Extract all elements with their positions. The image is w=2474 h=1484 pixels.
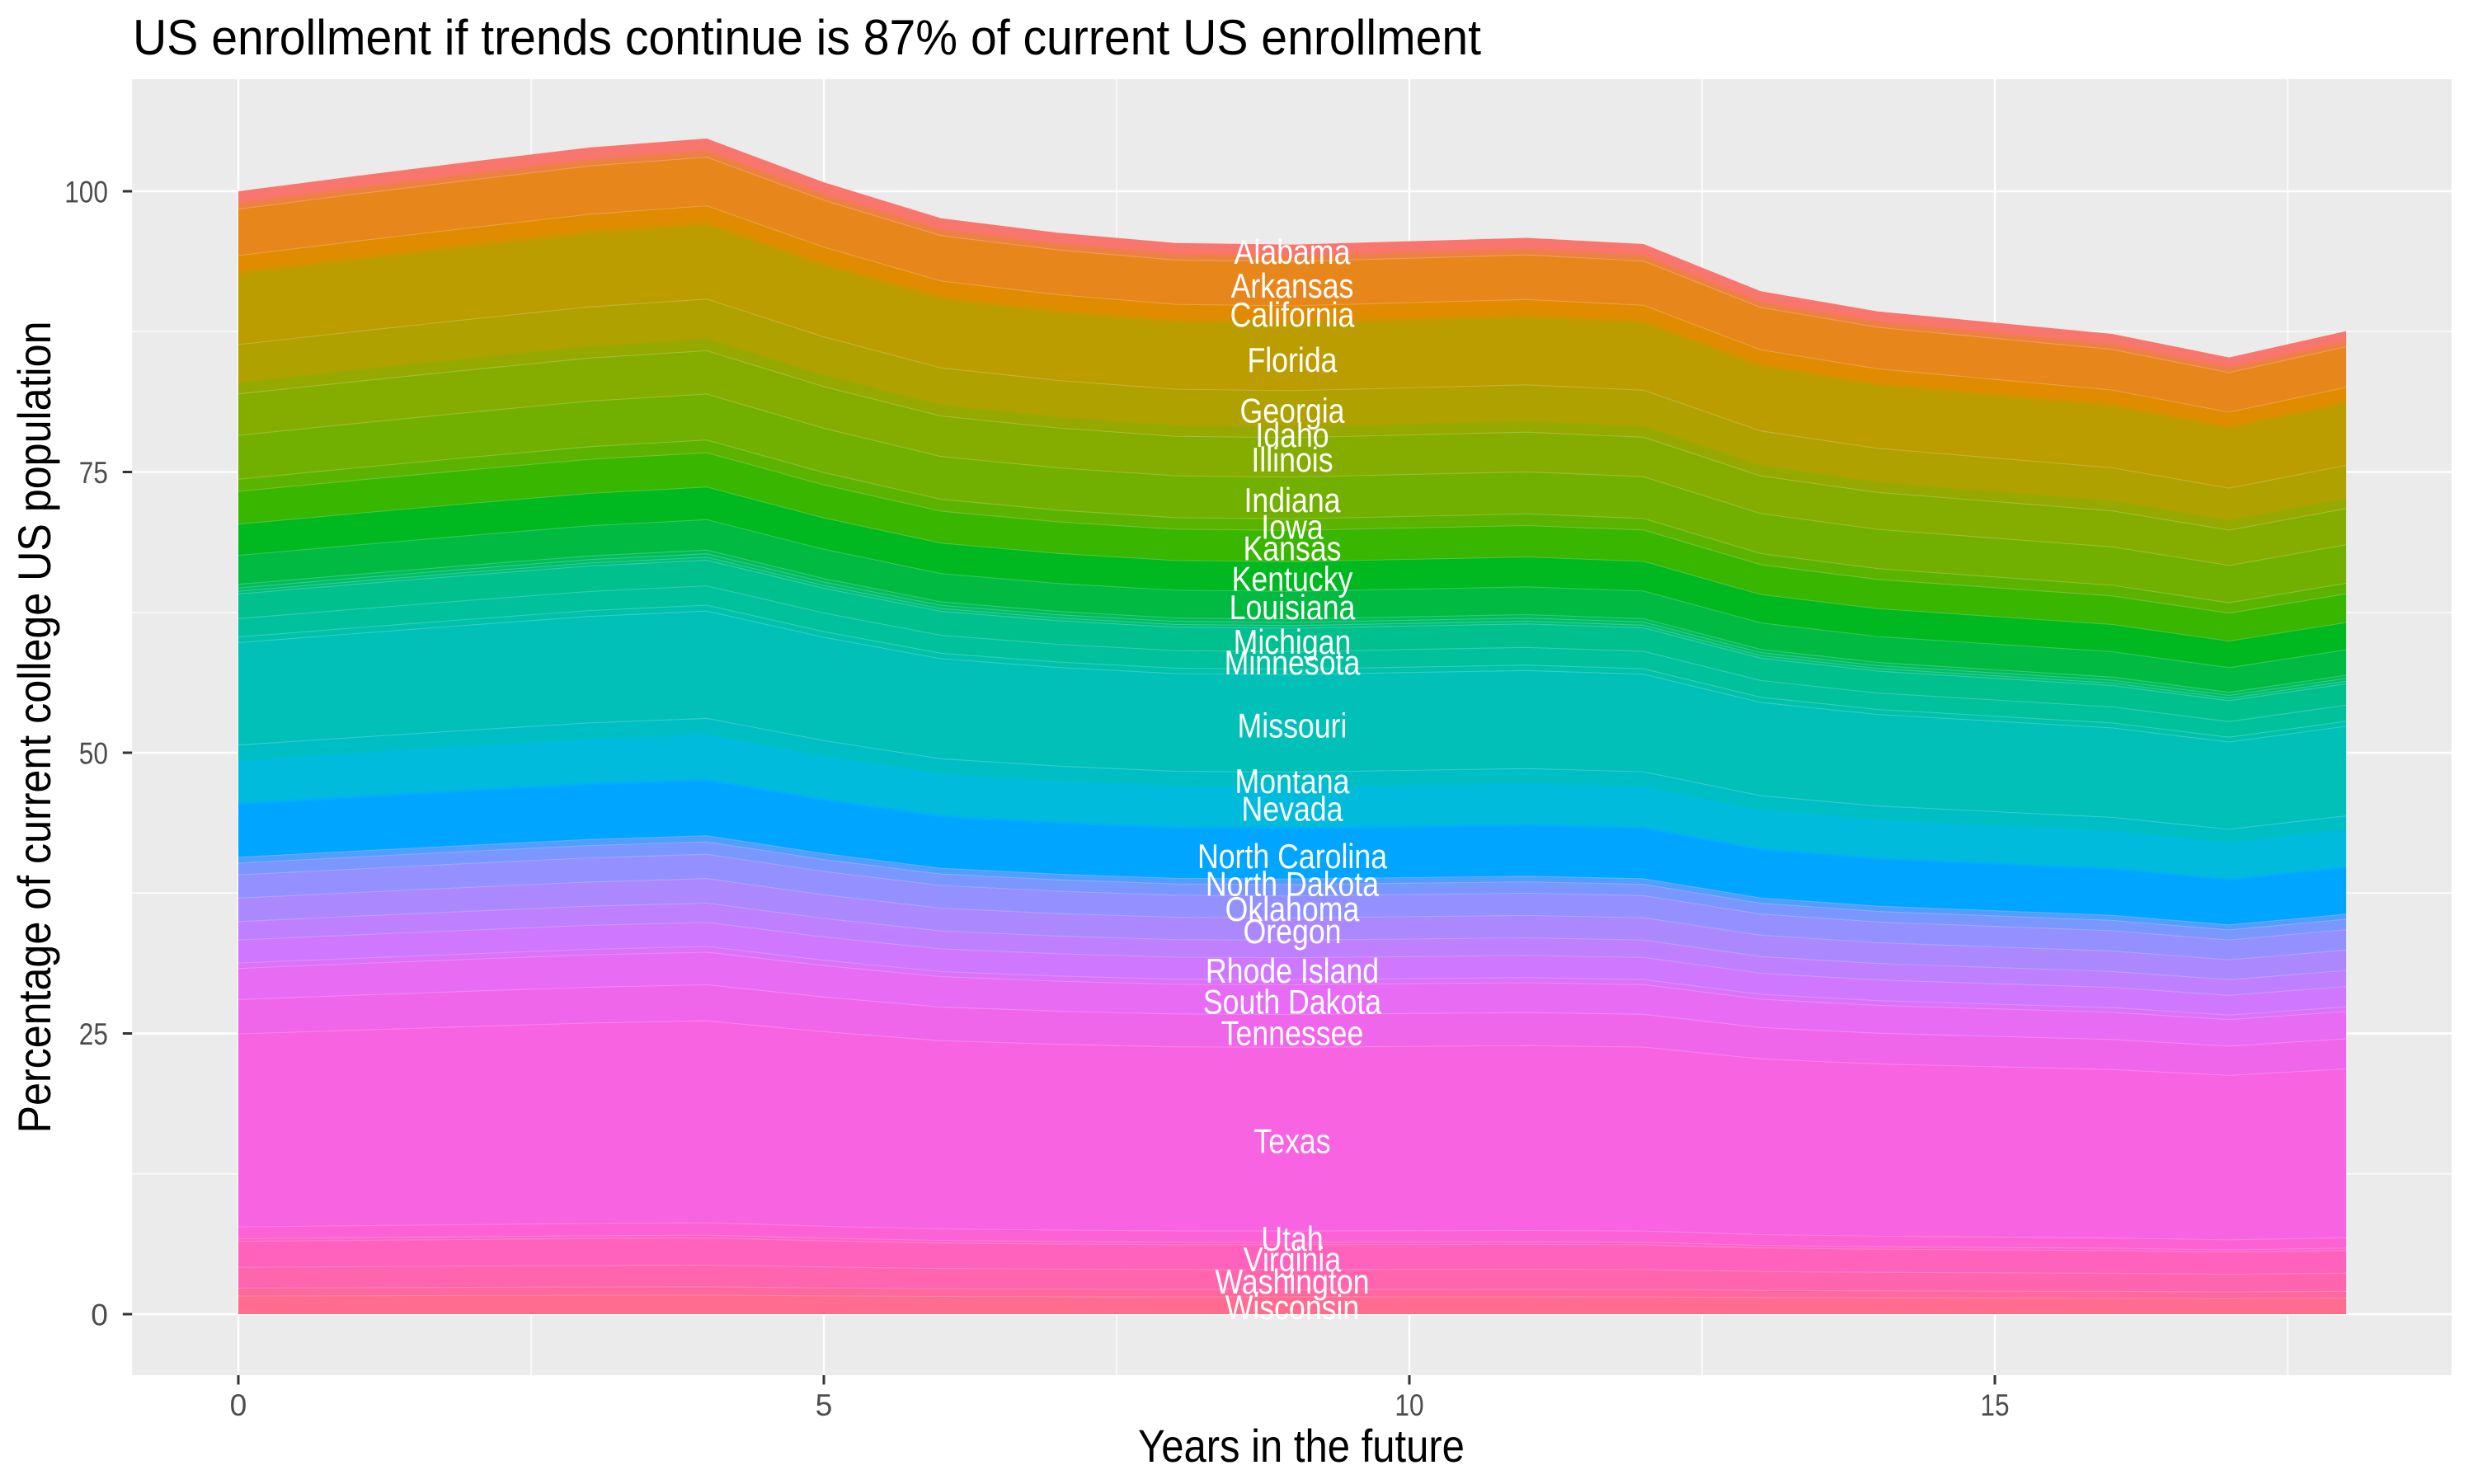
svg-text:Years in the future: Years in the future [1138, 1420, 1465, 1472]
svg-text:California: California [1230, 295, 1356, 334]
svg-text:Montana: Montana [1235, 762, 1351, 801]
svg-text:Kansas: Kansas [1244, 528, 1342, 567]
svg-text:South Dakota: South Dakota [1203, 983, 1382, 1021]
svg-text:75: 75 [79, 455, 108, 490]
svg-text:50: 50 [79, 735, 108, 770]
svg-text:Virginia: Virginia [1244, 1240, 1342, 1279]
svg-text:Arkansas: Arkansas [1231, 266, 1354, 305]
svg-text:5: 5 [816, 1388, 833, 1422]
svg-text:Texas: Texas [1253, 1122, 1330, 1161]
svg-text:Missouri: Missouri [1238, 706, 1348, 744]
svg-text:Louisiana: Louisiana [1230, 588, 1357, 627]
svg-text:Michigan: Michigan [1234, 622, 1352, 661]
svg-text:Percentage of current college: Percentage of current college US populat… [8, 322, 60, 1134]
svg-text:Alabama: Alabama [1235, 232, 1352, 271]
svg-text:Oklahoma: Oklahoma [1225, 890, 1360, 928]
svg-text:North Dakota: North Dakota [1206, 865, 1380, 904]
svg-text:Tennessee: Tennessee [1221, 1013, 1364, 1052]
svg-text:Iowa: Iowa [1261, 507, 1324, 546]
svg-text:25: 25 [79, 1017, 108, 1051]
svg-text:Washington: Washington [1215, 1262, 1369, 1301]
svg-text:US enrollment if trends contin: US enrollment if trends continue is 87% … [133, 10, 1481, 65]
svg-text:Georgia: Georgia [1240, 391, 1346, 430]
svg-text:100: 100 [64, 174, 108, 209]
svg-text:0: 0 [91, 1297, 108, 1331]
svg-text:Illinois: Illinois [1251, 440, 1333, 479]
svg-text:0: 0 [230, 1388, 247, 1422]
svg-text:Nevada: Nevada [1242, 790, 1344, 829]
svg-text:Rhode Island: Rhode Island [1206, 951, 1379, 990]
svg-text:Florida: Florida [1247, 340, 1338, 379]
svg-text:10: 10 [1395, 1388, 1423, 1422]
svg-text:Utah: Utah [1261, 1219, 1323, 1258]
svg-text:Kentucky: Kentucky [1232, 559, 1353, 598]
svg-text:Idaho: Idaho [1255, 416, 1329, 454]
svg-text:Minnesota: Minnesota [1225, 643, 1361, 682]
svg-text:Indiana: Indiana [1244, 481, 1341, 519]
svg-text:15: 15 [1980, 1388, 2009, 1422]
svg-text:Oregon: Oregon [1244, 912, 1342, 951]
svg-text:Wisconsin: Wisconsin [1225, 1288, 1360, 1327]
svg-text:North Carolina: North Carolina [1197, 837, 1388, 876]
